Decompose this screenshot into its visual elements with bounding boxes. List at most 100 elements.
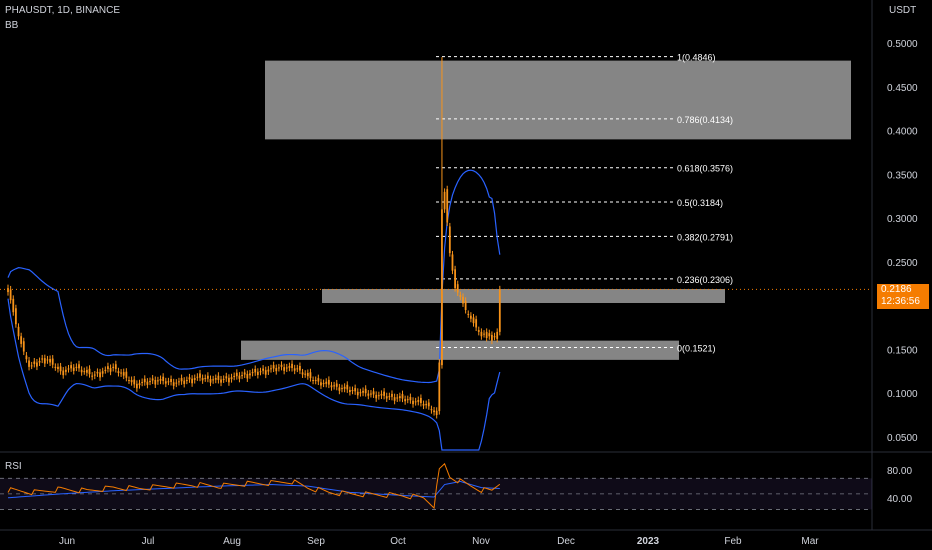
- candle-body: [120, 372, 122, 374]
- last-price-tag: 0.2186 12:36:56: [877, 284, 929, 309]
- time-tick: Oct: [390, 536, 406, 547]
- candle-body: [214, 378, 217, 380]
- candle-body: [164, 381, 167, 384]
- time-axis: Jun Jul Aug Sep Oct Nov Dec 2023 Feb Mar: [0, 529, 932, 547]
- candle-body: [314, 380, 317, 381]
- candle-body: [335, 383, 338, 387]
- candle-body: [141, 381, 144, 383]
- candle-body: [196, 376, 199, 378]
- candle-body: [430, 409, 433, 411]
- candle-body: [43, 358, 46, 364]
- candle-body: [138, 383, 141, 386]
- candle-body: [88, 368, 91, 375]
- fib-label: 0.382(0.2791): [677, 232, 733, 242]
- candle-body: [9, 289, 12, 301]
- time-tick: Nov: [472, 536, 490, 547]
- candle-body: [191, 378, 193, 384]
- price-tick: 0.3000: [887, 214, 918, 225]
- candle-body: [75, 366, 78, 368]
- candle-body: [412, 400, 414, 405]
- candle-body: [377, 395, 380, 397]
- time-tick: Jun: [59, 536, 75, 547]
- candle-body: [367, 393, 370, 396]
- last-price-value: 0.2186: [881, 284, 912, 295]
- symbol-title: PHAUSDT, 1D, BINANCE: [5, 5, 121, 16]
- candle-body: [122, 372, 125, 376]
- candle-body: [67, 368, 70, 370]
- candle-body: [233, 375, 236, 377]
- price-tick: 0.1500: [887, 345, 918, 356]
- candle-body: [220, 379, 222, 383]
- candle-body: [409, 397, 412, 401]
- candle-body: [354, 388, 357, 392]
- candle-body: [325, 381, 328, 384]
- candle-body: [193, 378, 196, 380]
- candle-body: [36, 362, 38, 367]
- rsi-tick: 80.00: [887, 466, 912, 477]
- candle-body: [498, 289, 501, 332]
- candle-body: [480, 331, 483, 337]
- candle-body: [396, 397, 399, 399]
- candle-body: [91, 375, 94, 377]
- candle-body: [425, 404, 428, 406]
- candle-body: [462, 296, 464, 304]
- candle-body: [251, 372, 254, 374]
- candle-body: [312, 380, 314, 381]
- candle-body: [143, 378, 146, 383]
- fibonacci-levels: 1(0.4846) 0.786(0.4134) 0.618(0.3576) 0.5(0…: [436, 53, 733, 354]
- candle-body: [343, 386, 346, 389]
- candle-body: [288, 366, 291, 368]
- candle-body: [270, 368, 272, 370]
- candle-body: [49, 359, 51, 363]
- candle-body: [130, 380, 133, 383]
- price-axis: 0.5000 0.4500 0.4000 0.3500 0.3000 0.2500 0.15…: [871, 0, 918, 530]
- candle-body: [125, 371, 128, 378]
- candle-body: [406, 399, 409, 401]
- candle-body: [275, 367, 278, 372]
- candle-body: [301, 372, 304, 375]
- candle-body: [204, 378, 207, 380]
- candle-body: [438, 362, 441, 412]
- fib-label: 0.5(0.3184): [677, 198, 723, 208]
- candle-body: [283, 367, 286, 371]
- candle-body: [296, 368, 299, 370]
- candle-body: [80, 369, 83, 373]
- candle-body: [112, 366, 115, 368]
- rsi-line: [7, 462, 501, 510]
- zone-box: [241, 340, 679, 360]
- price-candles: [7, 57, 501, 419]
- countdown-timer: 12:36:56: [881, 296, 920, 307]
- candle-body: [206, 375, 209, 379]
- candle-body: [28, 360, 30, 367]
- candle-body: [175, 382, 178, 384]
- candle-body: [414, 401, 417, 403]
- candle-body: [388, 396, 391, 398]
- candle-body: [285, 367, 288, 369]
- candle-body: [201, 378, 204, 381]
- candle-body: [14, 308, 17, 325]
- candle-body: [362, 390, 364, 393]
- candle-body: [99, 372, 101, 378]
- candle-body: [7, 288, 9, 293]
- candle-body: [375, 394, 378, 399]
- rsi-panel: 80.00 40.00: [0, 451, 932, 510]
- candle-body: [443, 191, 446, 210]
- candle-body: [351, 390, 354, 392]
- candle-body: [364, 388, 367, 394]
- candle-body: [38, 361, 41, 363]
- zone-box: [265, 60, 851, 140]
- candle-body: [267, 369, 270, 372]
- time-tick: Feb: [724, 536, 742, 547]
- price-tick: 0.3500: [887, 170, 918, 181]
- candle-body: [291, 363, 293, 369]
- candle-body: [264, 370, 267, 375]
- fib-label: 0.236(0.2306): [677, 275, 733, 285]
- candle-body: [235, 372, 238, 377]
- candle-body: [135, 383, 138, 389]
- time-tick: Jul: [142, 536, 155, 547]
- candle-body: [277, 367, 280, 369]
- candle-body: [86, 369, 88, 373]
- candle-body: [246, 373, 249, 379]
- time-tick: Dec: [557, 536, 575, 547]
